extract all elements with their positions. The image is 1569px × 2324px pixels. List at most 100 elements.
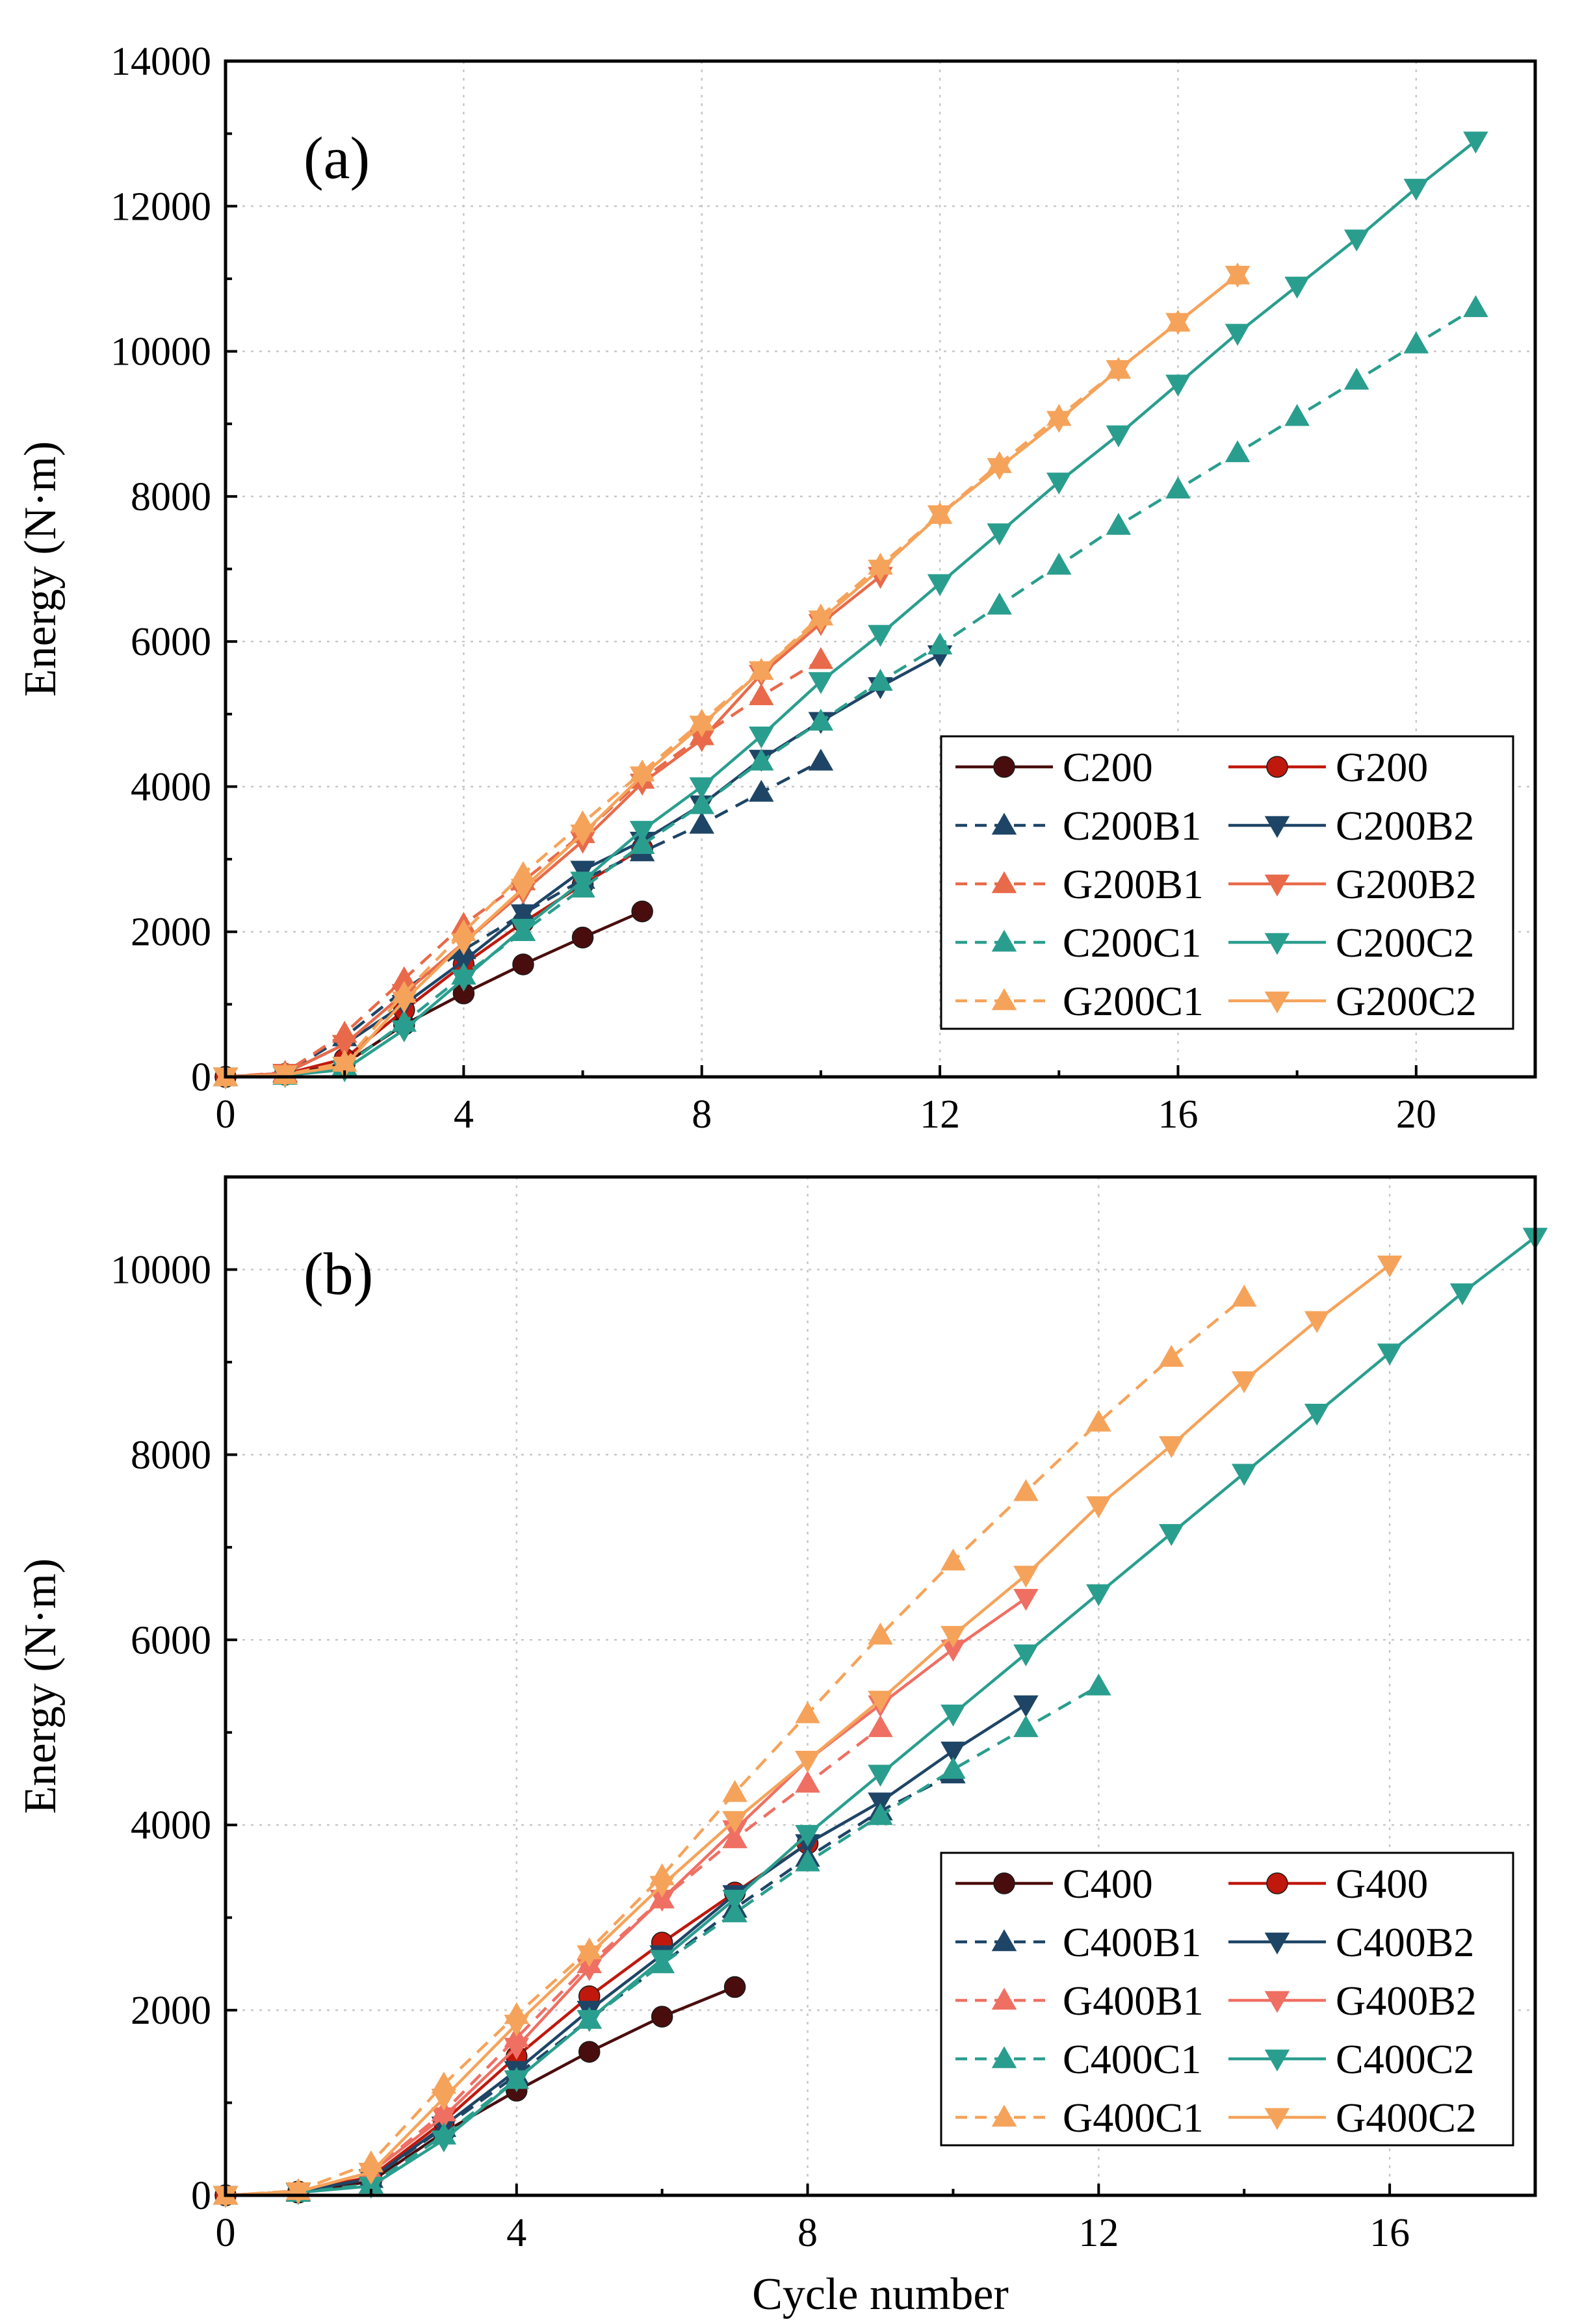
legend-marker-G400B1 (991, 1987, 1017, 2010)
legend-item-C400C2: C400C2 (1228, 2036, 1474, 2082)
legend-label-C200C2: C200C2 (1336, 920, 1474, 966)
data-point-C200 (512, 953, 534, 975)
series-C400B2 (213, 1695, 1039, 2208)
legend-label-C400B2: C400B2 (1336, 1919, 1474, 1965)
legend-marker-C200C2 (1264, 933, 1290, 955)
data-point-C200C1 (629, 832, 655, 855)
data-point-C200C1 (1225, 440, 1251, 463)
series-G400B2 (213, 1588, 1039, 2208)
data-point-G400B1 (795, 1770, 820, 1793)
data-point-G400B1 (868, 1715, 893, 1737)
y-tick-label: 6000 (131, 1618, 211, 1662)
legend-marker-G200 (1266, 756, 1288, 778)
data-point-C200B1 (808, 748, 834, 771)
data-point-G200B1 (808, 647, 834, 669)
legend-label-C400C1: C400C1 (1063, 2036, 1201, 2082)
legend-item-G200C2: G200C2 (1228, 978, 1477, 1024)
legend-label-C400B1: C400B1 (1063, 1919, 1201, 1965)
data-point-G400C1 (868, 1622, 893, 1645)
legend-label-C200C1: C200C1 (1063, 920, 1201, 966)
legend-label-G400B2: G400B2 (1336, 1978, 1477, 2024)
data-point-C400 (651, 2006, 673, 2028)
series-line-C200C2 (225, 140, 1477, 1079)
legend-marker-C200 (993, 756, 1015, 778)
data-point-C400C2 (1013, 1644, 1039, 1667)
data-point-C200C1 (1284, 404, 1310, 426)
data-point-C200C1 (689, 792, 714, 814)
data-point-C400C2 (868, 1764, 893, 1787)
data-point-C200C2 (510, 918, 536, 941)
legend-label-G200: G200 (1336, 744, 1428, 790)
data-point-C400C1 (795, 1849, 820, 1872)
legend-marker-G400 (1266, 1872, 1288, 1894)
plot-frame (224, 1175, 1537, 2197)
legend-marker-G200B1 (991, 871, 1017, 894)
series-G200C2 (213, 266, 1251, 1090)
data-point-G400C2 (1377, 1256, 1403, 1278)
data-point-G400C2 (649, 1876, 675, 1898)
legend-marker-C200B1 (991, 812, 1017, 835)
data-point-G200C2 (331, 1056, 357, 1079)
legend-item-C200C2: C200C2 (1228, 920, 1474, 966)
series-line-G400B1 (225, 1726, 881, 2197)
legend-item-G400C2: G400C2 (1228, 2095, 1477, 2141)
series-C200B2 (213, 645, 953, 1090)
data-point-C200C2 (1046, 472, 1072, 495)
legend-label-G200B1: G200B1 (1063, 861, 1204, 907)
data-point-C200C2 (1284, 276, 1310, 299)
legend-item-C400C1: C400C1 (955, 2036, 1201, 2082)
chart-panel-a: 0 4 8 12 16 20 0 2000 4000 6000 8000 10000 12000 1400… (16, 40, 1537, 1137)
data-point-G400C2 (1159, 1436, 1184, 1458)
x-tick-label: 12 (920, 1092, 960, 1137)
data-point-C400C1 (940, 1757, 966, 1779)
data-point-G200C2 (749, 661, 774, 684)
data-point-C200C2 (629, 821, 655, 843)
data-point-C200C2 (1343, 229, 1369, 252)
series-C200 (214, 900, 653, 1088)
data-point-C200C2 (1106, 425, 1132, 448)
x-tick-label: 4 (454, 1092, 474, 1137)
data-point-G200C2 (808, 610, 834, 633)
legend-item-G400B2: G400B2 (1228, 1978, 1477, 2024)
data-point-C200C2 (1403, 179, 1429, 201)
data-point-C400C2 (940, 1704, 966, 1727)
x-tick-label: 20 (1396, 1092, 1436, 1137)
legend-label-G200C1: G200C1 (1063, 978, 1204, 1024)
x-tick-label: 16 (1158, 1092, 1198, 1137)
data-point-G200C2 (1106, 360, 1132, 382)
data-point-C200C1 (1343, 367, 1369, 390)
x-tick-label: 0 (216, 1092, 236, 1137)
data-point-C200C2 (391, 1020, 417, 1042)
y-tick-label: 10000 (110, 330, 211, 374)
data-point-G200C2 (689, 716, 714, 738)
panel-label: (b) (304, 1241, 373, 1307)
y-tick-label: 6000 (131, 620, 211, 664)
data-point-G400C1 (795, 1701, 820, 1724)
data-point-C200C2 (749, 726, 774, 749)
data-point-C200C1 (808, 708, 834, 731)
series-line-C200B1 (225, 760, 822, 1079)
data-point-C400B2 (1013, 1695, 1039, 1718)
data-point-C400C1 (1086, 1673, 1111, 1696)
series-G400B1 (213, 1715, 893, 2205)
data-point-C200 (631, 900, 653, 923)
data-point-C200C1 (1165, 476, 1191, 498)
series-G400C2 (213, 1256, 1403, 2208)
legend-marker-G400B2 (1264, 1991, 1290, 2013)
data-point-G400C1 (722, 1779, 747, 1802)
data-point-C200C2 (987, 523, 1012, 546)
legend: C400 G400 C400B1 C400B2 G400B1 G400B2 C400C1 C4… (940, 1852, 1514, 2147)
data-point-C400C2 (1159, 1524, 1184, 1546)
data-point-G200C2 (868, 560, 893, 582)
data-point-G400C2 (358, 2163, 384, 2185)
data-point-C200B1 (749, 779, 774, 802)
data-point-C400 (578, 2041, 601, 2063)
data-point-C400C2 (795, 1825, 820, 1847)
y-axis-title: Energy (N·m) (16, 1558, 66, 1814)
data-point-C200C1 (927, 632, 953, 655)
legend-marker-C200C1 (991, 929, 1017, 952)
legend-item-G200: G200 (1228, 744, 1428, 790)
y-tick-label: 8000 (131, 475, 211, 519)
data-point-G200C2 (987, 458, 1012, 480)
data-point-C200C1 (1463, 295, 1488, 317)
